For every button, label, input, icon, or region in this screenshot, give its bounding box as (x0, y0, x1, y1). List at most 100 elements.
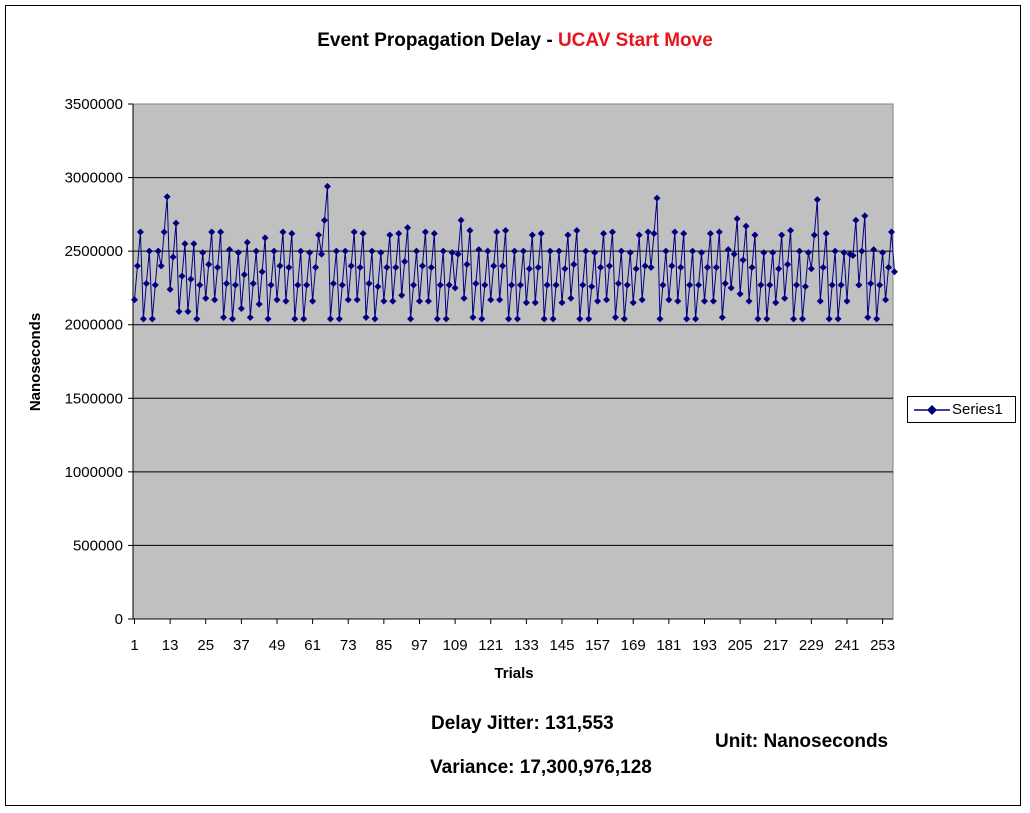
data-point (508, 281, 516, 289)
data-point (344, 296, 352, 304)
data-point (362, 313, 370, 321)
data-point (656, 315, 664, 323)
data-point (178, 272, 186, 280)
chart-title: Event Propagation Delay - UCAV Start Mov… (0, 30, 1030, 52)
data-point (466, 227, 474, 235)
data-point (787, 227, 795, 235)
data-point (442, 315, 450, 323)
data-point (237, 305, 245, 313)
data-point (706, 229, 714, 237)
unit-note: Unit: Nanoseconds (715, 731, 889, 752)
data-point (635, 231, 643, 239)
data-point (650, 229, 658, 237)
x-tick-label: 85 (376, 637, 393, 654)
data-point (858, 247, 866, 255)
data-point (228, 315, 236, 323)
data-point (549, 315, 557, 323)
data-point (534, 263, 542, 271)
data-point (472, 280, 480, 288)
x-tick-label: 49 (269, 637, 286, 654)
legend-marker-diamond-icon (914, 405, 950, 415)
data-point (611, 313, 619, 321)
data-point (564, 231, 572, 239)
x-tick-label: 37 (233, 637, 250, 654)
data-point (834, 315, 842, 323)
data-point (208, 228, 216, 236)
data-point (326, 315, 334, 323)
data-point (742, 222, 750, 230)
data-point (570, 260, 578, 268)
data-point (540, 315, 548, 323)
data-point (620, 315, 628, 323)
data-point (234, 249, 242, 257)
data-point (350, 228, 358, 236)
x-tick-label: 73 (340, 637, 357, 654)
y-tick-label: 3500000 (65, 96, 123, 113)
data-point (852, 216, 860, 224)
data-point (576, 315, 584, 323)
data-point (745, 297, 753, 305)
data-point (724, 246, 732, 254)
data-point (516, 281, 524, 289)
data-point (395, 229, 403, 237)
data-point (217, 228, 225, 236)
y-tick-label: 500000 (73, 537, 123, 554)
chart-title-highlight: UCAV Start Move (557, 30, 713, 51)
data-point (267, 281, 275, 289)
data-point (843, 297, 851, 305)
data-point (804, 249, 812, 257)
data-point (187, 275, 195, 283)
data-point (169, 253, 177, 261)
data-point (309, 297, 317, 305)
variance-note: Variance: 17,300,976,128 (430, 757, 652, 778)
data-point (359, 229, 367, 237)
data-point (603, 296, 611, 304)
data-point (374, 282, 382, 290)
data-point (760, 249, 768, 257)
data-point (163, 193, 171, 201)
data-point (600, 229, 608, 237)
data-point (490, 262, 498, 270)
data-point (819, 263, 827, 271)
data-point (769, 249, 777, 257)
data-point (463, 260, 471, 268)
data-point (407, 315, 415, 323)
data-point (279, 228, 287, 236)
data-point (157, 262, 165, 270)
data-point (807, 265, 815, 273)
data-point (730, 250, 738, 258)
data-point (671, 228, 679, 236)
data-point (641, 262, 649, 270)
data-point (519, 247, 527, 255)
data-point (285, 263, 293, 271)
data-point (371, 315, 379, 323)
data-point (822, 229, 830, 237)
data-point (454, 250, 462, 258)
data-point (626, 249, 634, 257)
data-point (855, 281, 863, 289)
data-point (784, 260, 792, 268)
x-tick-label: 61 (304, 637, 321, 654)
data-point (205, 260, 213, 268)
x-axis-ticks: 1 13 25 37 49 61 73 85 97 109 121 133 145 157 169 181 19… (130, 619, 895, 654)
data-point (335, 315, 343, 323)
data-point (552, 281, 560, 289)
data-point (133, 262, 141, 270)
data-point (632, 265, 640, 273)
data-point (166, 285, 174, 293)
data-point (255, 300, 263, 308)
data-point (522, 299, 530, 307)
data-point (469, 313, 477, 321)
data-point (368, 247, 376, 255)
data-point (273, 296, 281, 304)
y-tick-label: 1000000 (65, 464, 123, 481)
data-point (849, 252, 857, 260)
data-point (323, 182, 331, 190)
data-point (214, 263, 222, 271)
y-tick-label: 2000000 (65, 317, 123, 334)
data-point (341, 247, 349, 255)
data-point (668, 262, 676, 270)
data-point (410, 281, 418, 289)
data-point (825, 315, 833, 323)
data-point (320, 216, 328, 224)
